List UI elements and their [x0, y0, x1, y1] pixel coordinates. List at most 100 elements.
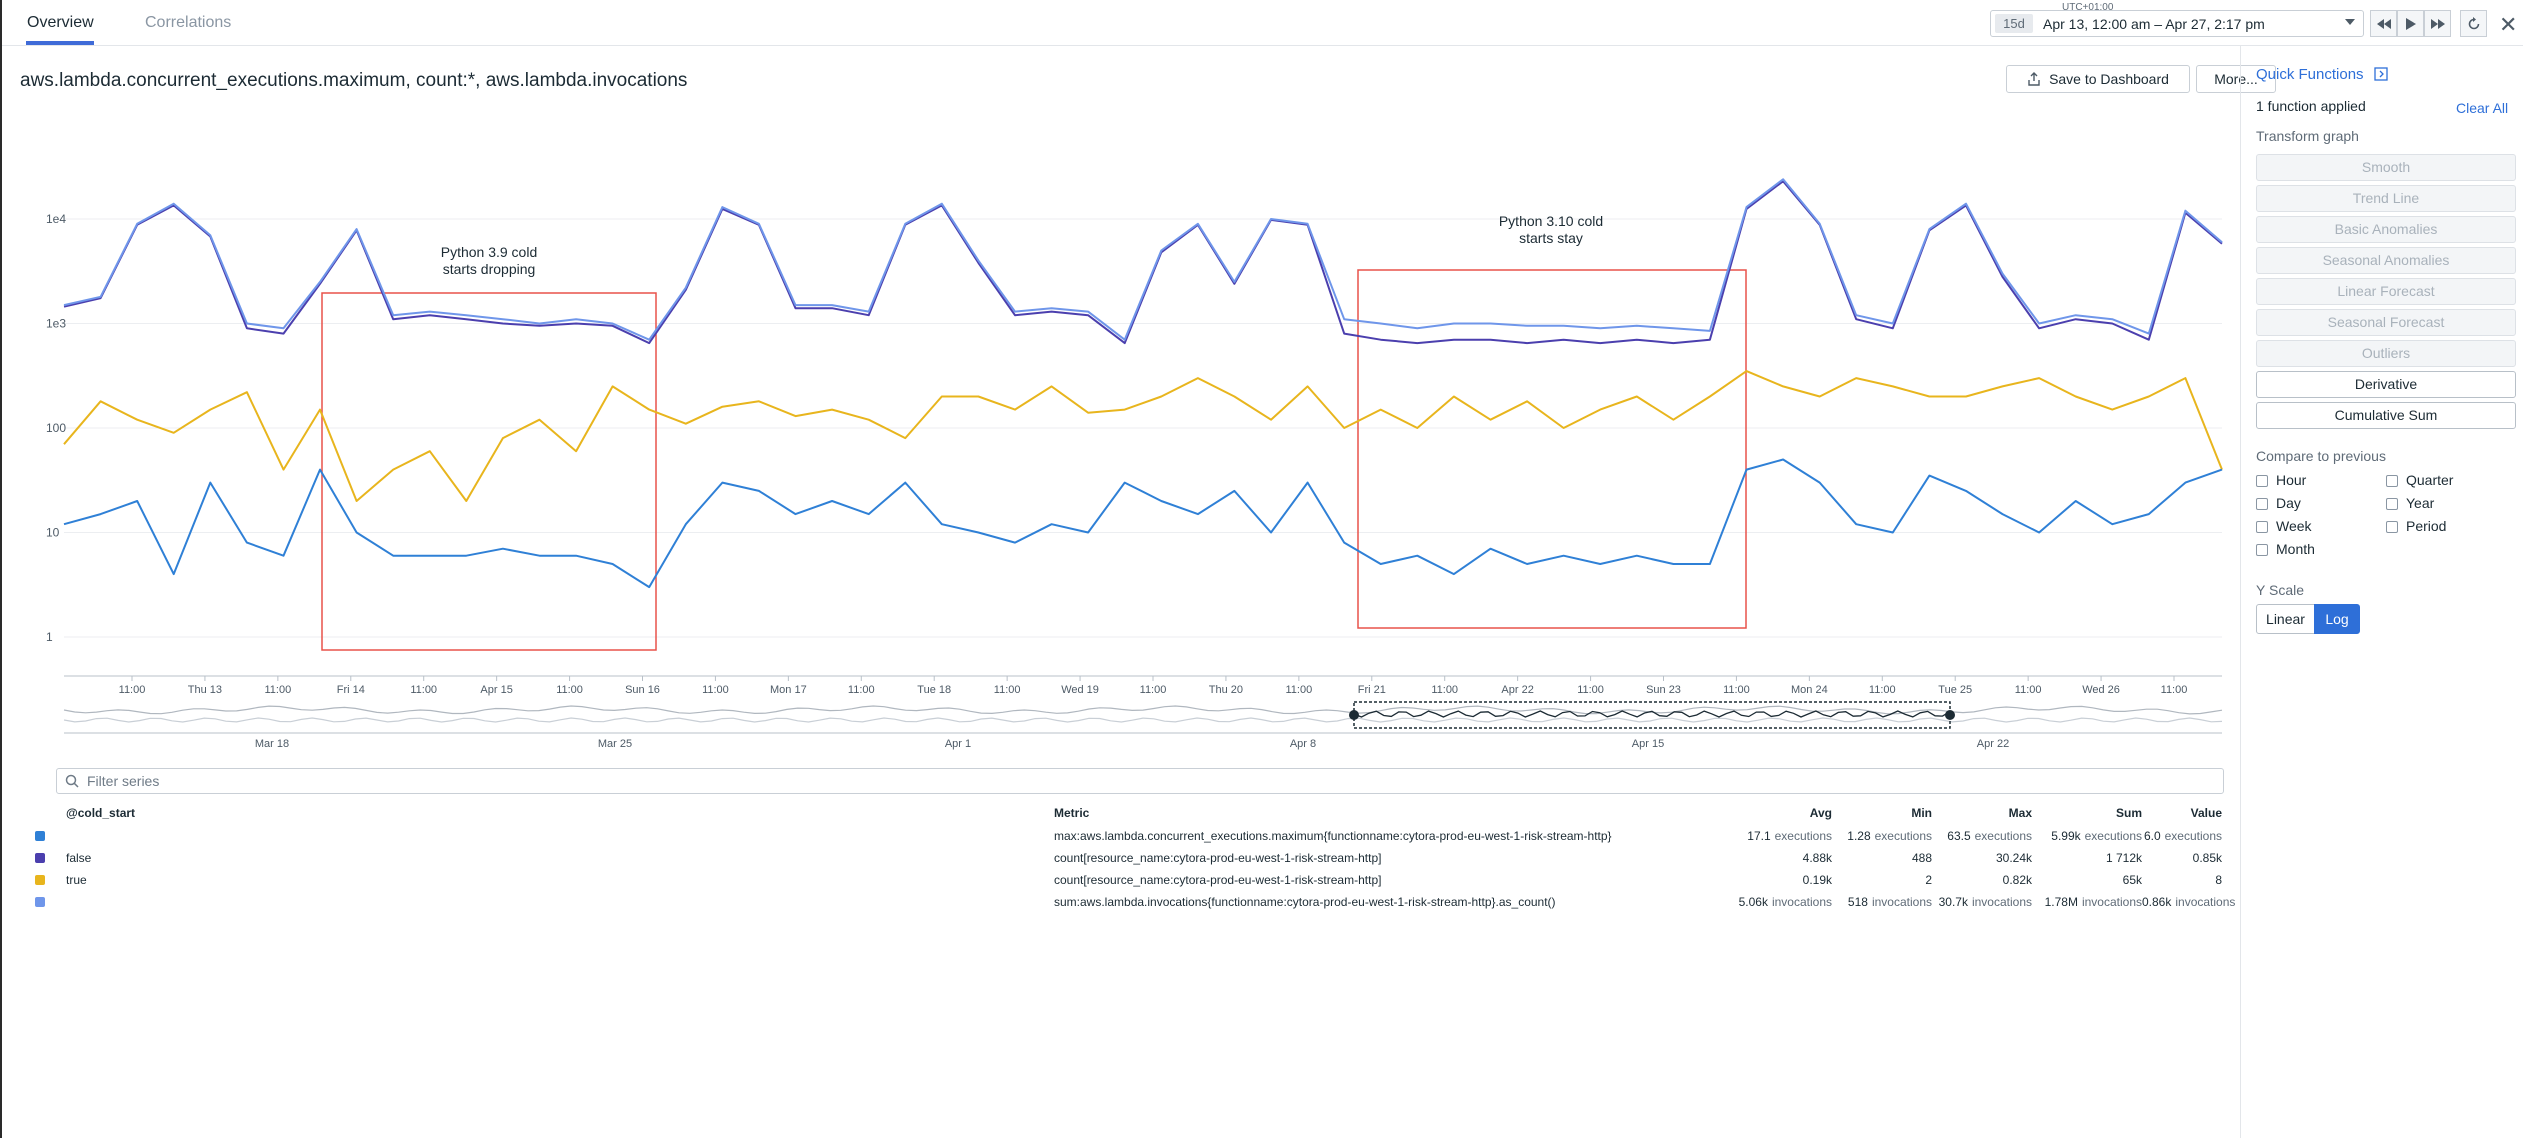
timezone-label: UTC+01:00	[2062, 2, 2114, 13]
series-color-swatch	[35, 875, 45, 885]
checkbox-box	[2256, 498, 2268, 510]
step-back-button[interactable]	[2370, 10, 2397, 37]
series-value-value: 8	[2215, 873, 2222, 887]
checkbox-box	[2386, 498, 2398, 510]
compare-week-checkbox[interactable]: Week	[2256, 518, 2312, 534]
close-icon[interactable]: ✕	[2499, 12, 2518, 37]
function-button-seasonal-anomalies[interactable]: Seasonal Anomalies	[2256, 247, 2516, 274]
function-button-smooth[interactable]: Smooth	[2256, 154, 2516, 181]
tab-correlations[interactable]: Correlations	[145, 14, 232, 31]
function-button-trend-line[interactable]: Trend Line	[2256, 185, 2516, 212]
series-group-value: true	[66, 873, 87, 887]
x-tick-label: Tue 18	[917, 684, 951, 696]
compare-previous-label: Compare to previous	[2256, 448, 2386, 464]
save-to-dashboard-button[interactable]: Save to Dashboard	[2006, 65, 2190, 93]
series-value-value: 6.0	[2143, 829, 2161, 843]
series-max-cell: 30.7k invocations	[1932, 895, 2032, 909]
x-tick-label: 11:00	[410, 684, 437, 696]
function-button-cumulative-sum[interactable]: Cumulative Sum	[2256, 402, 2516, 429]
legend-row[interactable]: sum:aws.lambda.invocations{functionname:…	[32, 892, 2235, 914]
series-metric-query: count[resource_name:cytora-prod-eu-west-…	[1054, 851, 1382, 865]
series-avg-cell: 17.1 executions	[1722, 829, 1832, 843]
function-button-linear-forecast[interactable]: Linear Forecast	[2256, 278, 2516, 305]
max-header[interactable]: Max	[2008, 806, 2032, 820]
series-sum-cell: 1 712k	[2032, 851, 2142, 865]
clear-all-link[interactable]: Clear All	[2456, 100, 2509, 116]
series-sum-unit: invocations	[2081, 895, 2142, 909]
series-max-unit: executions	[1974, 829, 2032, 843]
x-tick-label: Apr 22	[1501, 684, 1533, 696]
x-tick-label: 11:00	[848, 684, 875, 696]
rewind-icon	[2376, 18, 2391, 29]
export-icon	[2028, 72, 2040, 86]
series-sum-unit: executions	[2084, 829, 2142, 843]
compare-month-checkbox[interactable]: Month	[2256, 541, 2315, 557]
x-tick-label: 11:00	[1723, 684, 1750, 696]
series-sum-value: 5.99k	[2051, 829, 2081, 843]
drag-handle[interactable]	[1945, 710, 1955, 720]
y-scale-log-button[interactable]: Log	[2314, 604, 2360, 634]
legend-row[interactable]: true count[resource_name:cytora-prod-eu-w…	[32, 870, 2232, 892]
filter-series-field[interactable]	[56, 768, 2224, 794]
legend-row[interactable]: false count[resource_name:cytora-prod-eu-…	[32, 848, 2232, 870]
more-button[interactable]: More...	[2196, 65, 2276, 93]
function-button-derivative[interactable]: Derivative	[2256, 371, 2516, 398]
filter-series-input[interactable]	[87, 773, 2187, 789]
annotation-text: Python 3.10 cold	[1499, 213, 1603, 229]
checkbox-box	[2386, 475, 2398, 487]
tab-overview[interactable]: Overview	[27, 14, 94, 31]
metric-header[interactable]: Metric	[1054, 806, 1090, 820]
series-sum-cell: 1.78M invocations	[2032, 895, 2142, 909]
series-max-value: 30.7k	[1938, 895, 1968, 909]
y-tick-label: 100	[46, 421, 66, 435]
y-scale-toggle: Linear Log	[2256, 604, 2362, 634]
functions-applied-count: 1 function applied	[2256, 98, 2366, 114]
series-avg-unit: invocations	[1771, 895, 1832, 909]
function-button-basic-anomalies[interactable]: Basic Anomalies	[2256, 216, 2516, 243]
y-scale-linear-button[interactable]: Linear	[2256, 604, 2315, 634]
save-to-dashboard-label: Save to Dashboard	[2049, 71, 2169, 87]
graph-title: aws.lambda.concurrent_executions.maximum…	[20, 70, 688, 91]
step-forward-button[interactable]	[2424, 10, 2451, 37]
series-line[interactable]	[63, 370, 2223, 502]
group-header[interactable]: @cold_start	[66, 806, 136, 820]
compare-period-checkbox[interactable]: Period	[2386, 518, 2446, 534]
avg-header[interactable]: Avg	[1809, 806, 1832, 820]
function-button-outliers[interactable]: Outliers	[2256, 340, 2516, 367]
time-range-picker[interactable]: 15d Apr 13, 12:00 am – Apr 27, 2:17 pm	[1990, 10, 2364, 37]
compare-option-label: Day	[2276, 495, 2301, 511]
compare-option-label: Hour	[2276, 472, 2307, 488]
compare-year-checkbox[interactable]: Year	[2386, 495, 2434, 511]
series-line[interactable]	[63, 458, 2223, 589]
series-avg-unit: executions	[1774, 829, 1832, 843]
series-value-cell: 0.85k	[2142, 851, 2222, 865]
series-line[interactable]	[63, 178, 2223, 341]
legend-row[interactable]: max:aws.lambda.concurrent_executions.max…	[32, 826, 2232, 848]
x-tick-label: 11:00	[1869, 684, 1896, 696]
quick-functions-title[interactable]: Quick Functions	[2256, 66, 2388, 83]
checkbox-box	[2386, 521, 2398, 533]
y-tick-label: 10	[46, 526, 60, 540]
compare-hour-checkbox[interactable]: Hour	[2256, 472, 2306, 488]
chevron-down-icon	[2345, 19, 2355, 25]
series-value-unit: executions	[2164, 829, 2222, 843]
min-header[interactable]: Min	[1911, 806, 1932, 820]
refresh-button[interactable]	[2460, 10, 2487, 37]
series-line[interactable]	[63, 180, 2223, 345]
function-button-seasonal-forecast[interactable]: Seasonal Forecast	[2256, 309, 2516, 336]
compare-day-checkbox[interactable]: Day	[2256, 495, 2301, 511]
drag-handle[interactable]	[1349, 710, 1359, 720]
x-tick-label: 11:00	[264, 684, 291, 696]
sum-header[interactable]: Sum	[2115, 806, 2142, 820]
x-tick-label: 11:00	[1285, 684, 1312, 696]
transform-graph-label: Transform graph	[2256, 128, 2359, 144]
play-button[interactable]	[2397, 10, 2424, 37]
series-avg-cell: 5.06k invocations	[1722, 895, 1832, 909]
series-sum-value: 1.78M	[2044, 895, 2078, 909]
overview-selection-window[interactable]	[1353, 701, 1951, 729]
compare-option-label: Period	[2406, 518, 2447, 534]
compare-quarter-checkbox[interactable]: Quarter	[2386, 472, 2453, 488]
active-tab-indicator	[26, 41, 94, 45]
value-header[interactable]: Value	[2190, 806, 2222, 820]
